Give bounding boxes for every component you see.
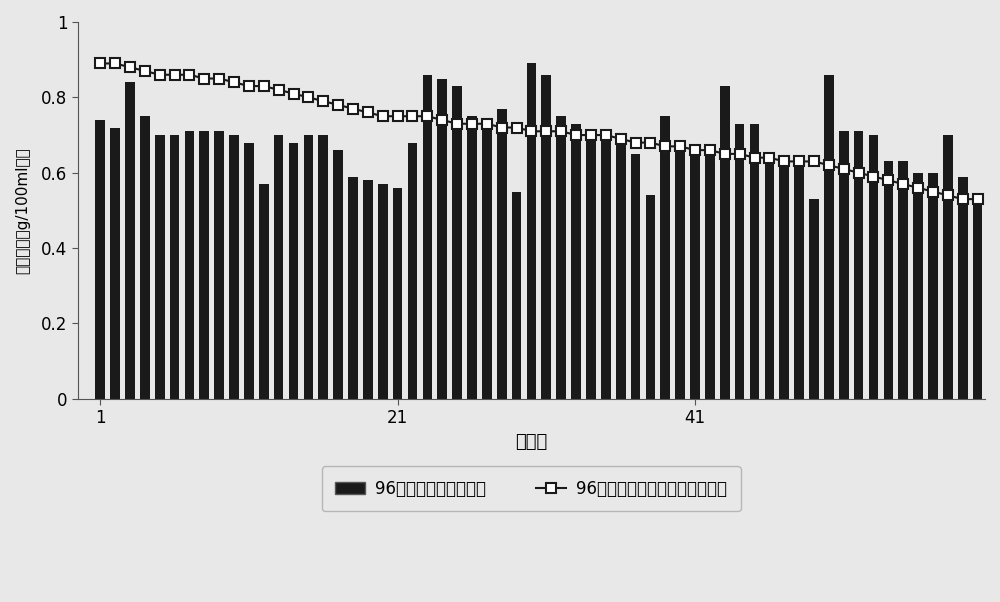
Bar [586, 131, 596, 399]
Bar [497, 109, 507, 399]
Bar [140, 116, 150, 399]
Bar [437, 78, 447, 399]
Bar [973, 199, 982, 399]
Bar [541, 75, 551, 399]
Bar [735, 124, 744, 399]
Bar [839, 131, 849, 399]
Bar [631, 154, 640, 399]
Bar [675, 143, 685, 399]
Bar [720, 86, 730, 399]
Bar [363, 180, 373, 399]
Bar [943, 135, 953, 399]
Bar [884, 161, 893, 399]
Bar [289, 143, 298, 399]
Bar [452, 86, 462, 399]
Bar [571, 124, 581, 399]
Bar [378, 184, 388, 399]
Y-axis label: 粗提得率（g/100ml）》: 粗提得率（g/100ml）》 [15, 147, 30, 274]
Bar [750, 124, 759, 399]
Bar [898, 161, 908, 399]
Bar [616, 143, 626, 399]
Bar [185, 131, 194, 399]
Legend: 96孔板每孔对应的得率, 96孔板每孔对应的得率降序排列: 96孔板每孔对应的得率, 96孔板每孔对应的得率降序排列 [322, 467, 741, 511]
Bar [423, 75, 432, 399]
Bar [705, 146, 715, 399]
Bar [259, 184, 269, 399]
Bar [765, 154, 774, 399]
Bar [854, 131, 863, 399]
X-axis label: 孔编号: 孔编号 [515, 433, 548, 451]
Bar [348, 176, 358, 399]
Bar [869, 135, 878, 399]
Bar [125, 82, 135, 399]
Bar [794, 161, 804, 399]
Bar [482, 124, 492, 399]
Bar [958, 176, 968, 399]
Bar [274, 135, 283, 399]
Bar [199, 131, 209, 399]
Bar [95, 120, 105, 399]
Bar [556, 116, 566, 399]
Bar [928, 173, 938, 399]
Bar [333, 150, 343, 399]
Bar [824, 75, 834, 399]
Bar [512, 191, 521, 399]
Bar [170, 135, 179, 399]
Bar [809, 199, 819, 399]
Bar [393, 188, 402, 399]
Bar [214, 131, 224, 399]
Bar [155, 135, 165, 399]
Bar [690, 146, 700, 399]
Bar [229, 135, 239, 399]
Bar [660, 116, 670, 399]
Bar [913, 173, 923, 399]
Bar [408, 143, 417, 399]
Bar [467, 116, 477, 399]
Bar [244, 143, 254, 399]
Bar [601, 135, 611, 399]
Bar [646, 195, 655, 399]
Bar [527, 63, 536, 399]
Bar [779, 158, 789, 399]
Bar [304, 135, 313, 399]
Bar [110, 128, 120, 399]
Bar [318, 135, 328, 399]
